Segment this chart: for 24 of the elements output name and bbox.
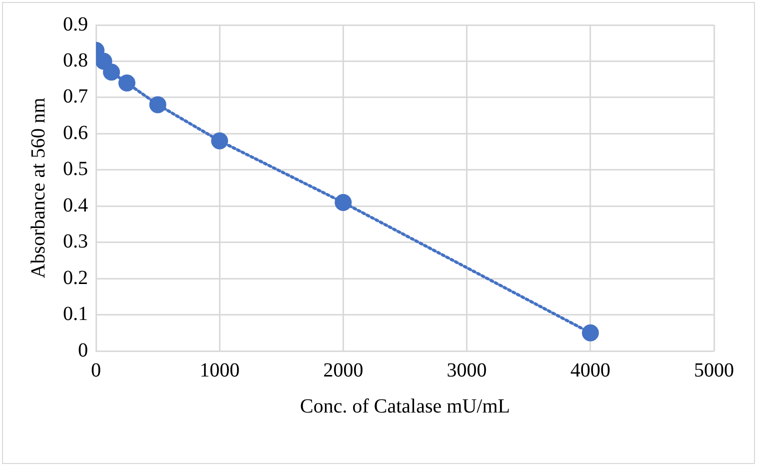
y-tick-label: 0.4	[63, 194, 88, 216]
y-axis-title: Absorbance at 560 nm	[27, 97, 50, 278]
y-tick-label: 0	[78, 339, 88, 362]
x-tick-label: 2000	[323, 359, 364, 382]
x-axis-title: Conc. of Catalase mU/mL	[300, 395, 510, 418]
y-tick-label: 0.5	[63, 158, 88, 180]
point	[582, 324, 599, 342]
y-tick-label: 0.3	[63, 230, 88, 253]
y-tick-label: 0.1	[63, 303, 88, 326]
y-tick-label: 0.6	[63, 122, 88, 144]
x-tick-label: 1000	[200, 359, 240, 382]
y-tick-label: 0.2	[63, 266, 88, 289]
point	[96, 52, 112, 70]
x-tick-label: 4000	[570, 359, 610, 382]
y-tick-label: 0.7	[63, 86, 88, 108]
point	[211, 132, 228, 150]
point	[334, 194, 352, 211]
point	[149, 96, 166, 114]
point	[102, 64, 120, 81]
x-tick-label: 3000	[446, 359, 487, 382]
y-tick-label: 0.9	[63, 13, 88, 36]
x-tick-label: 5000	[694, 359, 734, 382]
point	[118, 74, 136, 92]
y-tick-label: 0.8	[63, 49, 88, 72]
